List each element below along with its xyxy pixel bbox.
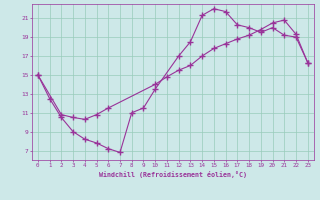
X-axis label: Windchill (Refroidissement éolien,°C): Windchill (Refroidissement éolien,°C)	[99, 171, 247, 178]
